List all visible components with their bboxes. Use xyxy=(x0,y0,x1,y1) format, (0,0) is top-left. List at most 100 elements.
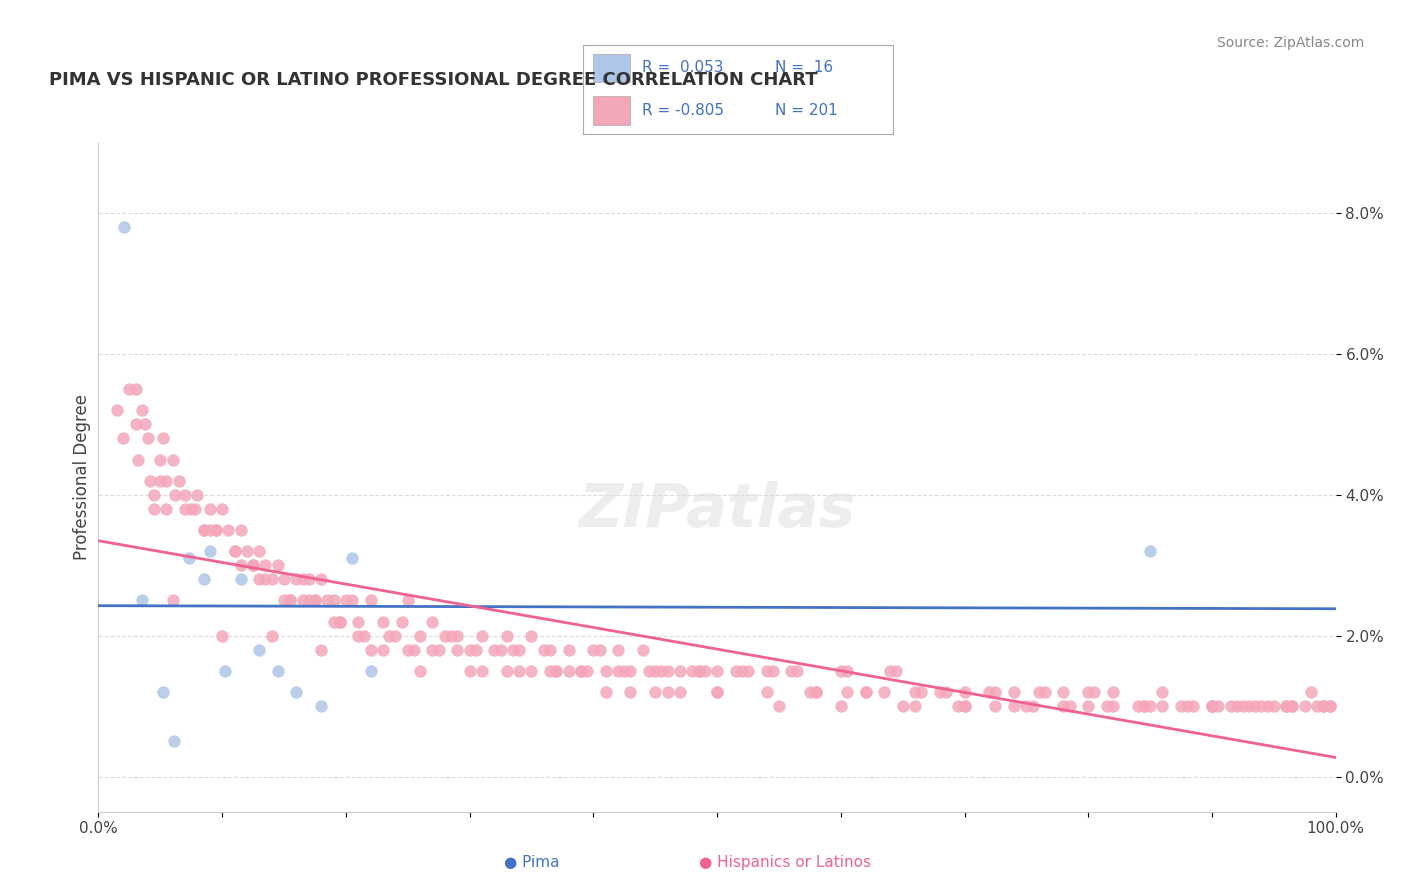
Point xyxy=(1294,699,1316,714)
Point xyxy=(340,551,363,566)
Point xyxy=(1219,699,1241,714)
Point xyxy=(1002,685,1025,699)
Point xyxy=(152,432,174,446)
Point xyxy=(198,523,221,537)
Point xyxy=(489,642,512,657)
Point xyxy=(979,685,1001,699)
Point xyxy=(149,474,172,488)
Point xyxy=(304,593,326,607)
Point xyxy=(1312,699,1334,714)
Point xyxy=(1319,699,1341,714)
Text: Source: ZipAtlas.com: Source: ZipAtlas.com xyxy=(1216,36,1364,50)
Point xyxy=(681,664,703,678)
Point xyxy=(471,664,494,678)
Point xyxy=(177,551,200,566)
Point xyxy=(508,642,530,657)
Point xyxy=(1077,699,1099,714)
Point xyxy=(804,685,827,699)
Point xyxy=(193,572,215,586)
Point xyxy=(835,664,858,678)
Point xyxy=(1133,699,1156,714)
Point xyxy=(1201,699,1223,714)
Point xyxy=(260,629,283,643)
Point xyxy=(984,699,1007,714)
Point xyxy=(134,417,156,432)
Point xyxy=(495,629,517,643)
Text: R =  0.053: R = 0.053 xyxy=(643,61,724,75)
Point xyxy=(360,593,382,607)
Point xyxy=(198,544,221,558)
Point xyxy=(242,558,264,573)
Point xyxy=(582,642,605,657)
Point xyxy=(613,664,636,678)
Point xyxy=(335,593,357,607)
Point xyxy=(162,452,184,467)
Point xyxy=(948,699,970,714)
Point xyxy=(644,685,666,699)
Text: N =  16: N = 16 xyxy=(775,61,834,75)
Text: ● Hispanics or Latinos: ● Hispanics or Latinos xyxy=(699,855,870,870)
Point xyxy=(538,642,561,657)
Text: N = 201: N = 201 xyxy=(775,103,838,118)
Point xyxy=(236,544,259,558)
Point xyxy=(953,699,976,714)
Point xyxy=(546,664,568,678)
Point xyxy=(953,685,976,699)
Point xyxy=(984,685,1007,699)
Point xyxy=(198,502,221,516)
Point xyxy=(904,685,927,699)
Point xyxy=(433,629,456,643)
Point xyxy=(180,502,202,516)
Point xyxy=(1275,699,1298,714)
FancyBboxPatch shape xyxy=(593,96,630,125)
FancyBboxPatch shape xyxy=(593,54,630,82)
Point xyxy=(688,664,710,678)
Point xyxy=(595,664,617,678)
Point xyxy=(569,664,592,678)
Point xyxy=(576,664,599,678)
Point xyxy=(224,544,246,558)
Point xyxy=(247,642,270,657)
Point xyxy=(214,664,236,678)
Point xyxy=(396,593,419,607)
Point xyxy=(402,642,425,657)
Point xyxy=(285,572,308,586)
Point xyxy=(1152,699,1174,714)
Point xyxy=(378,629,401,643)
Point xyxy=(471,629,494,643)
Point xyxy=(1002,699,1025,714)
Point xyxy=(298,593,321,607)
Point xyxy=(155,502,177,516)
Point xyxy=(886,664,908,678)
Point xyxy=(638,664,661,678)
Point xyxy=(1095,699,1118,714)
Point xyxy=(1201,699,1223,714)
Point xyxy=(229,558,252,573)
Point xyxy=(855,685,877,699)
Point xyxy=(631,642,654,657)
Point xyxy=(657,685,679,699)
Point xyxy=(1052,685,1074,699)
Point xyxy=(260,572,283,586)
Point xyxy=(1126,699,1149,714)
Point xyxy=(174,502,197,516)
Point xyxy=(184,502,207,516)
Point xyxy=(830,664,852,678)
Point xyxy=(1028,685,1050,699)
Point xyxy=(693,664,716,678)
Point xyxy=(904,699,927,714)
Point xyxy=(755,664,778,678)
Point xyxy=(1281,699,1303,714)
Point xyxy=(533,642,555,657)
Point xyxy=(595,685,617,699)
Point xyxy=(247,572,270,586)
Point xyxy=(440,629,463,643)
Point xyxy=(162,593,184,607)
Point xyxy=(143,502,166,516)
Point xyxy=(127,452,149,467)
Point xyxy=(136,432,159,446)
Point xyxy=(291,572,314,586)
Point xyxy=(830,699,852,714)
Point xyxy=(347,615,370,629)
Point xyxy=(1226,699,1249,714)
